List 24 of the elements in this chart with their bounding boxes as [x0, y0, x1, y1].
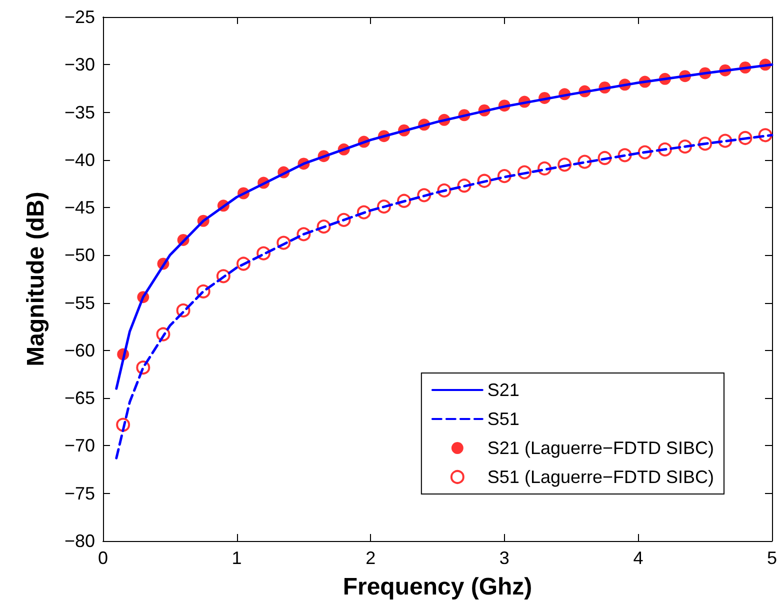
y-tick-label: −30: [64, 54, 95, 75]
x-tick-label: 3: [499, 548, 510, 568]
y-tick-label: −60: [64, 340, 95, 360]
x-tick-label: 0: [98, 548, 108, 568]
y-tick-label: −40: [64, 150, 95, 170]
x-axis-title: Frequency (Ghz): [342, 574, 532, 600]
y-axis-title: Magnitude (dB): [22, 192, 50, 366]
y-tick-label: −70: [64, 436, 95, 456]
y-tick-label: −55: [64, 292, 95, 313]
y-tick-label: −75: [64, 483, 95, 504]
y-tick-label: −80: [64, 531, 95, 551]
y-tick-label: −35: [64, 102, 95, 122]
x-tick-label: 4: [633, 548, 644, 568]
legend-label: S51 (Laguerre−FDTD SIBC): [487, 467, 714, 487]
x-tick-label: 5: [766, 548, 777, 568]
y-tick-label: −65: [64, 388, 95, 408]
legend-label: S21 (Laguerre−FDTD SIBC): [487, 438, 714, 458]
x-tick-label: 2: [366, 548, 376, 568]
legend-label: S51: [487, 409, 520, 429]
y-tick-label: −50: [64, 245, 95, 266]
y-tick-label: −25: [64, 7, 95, 27]
y-tick-label: −45: [64, 198, 95, 218]
x-tick-label: 1: [232, 548, 242, 568]
legend-label: S21: [487, 380, 520, 400]
